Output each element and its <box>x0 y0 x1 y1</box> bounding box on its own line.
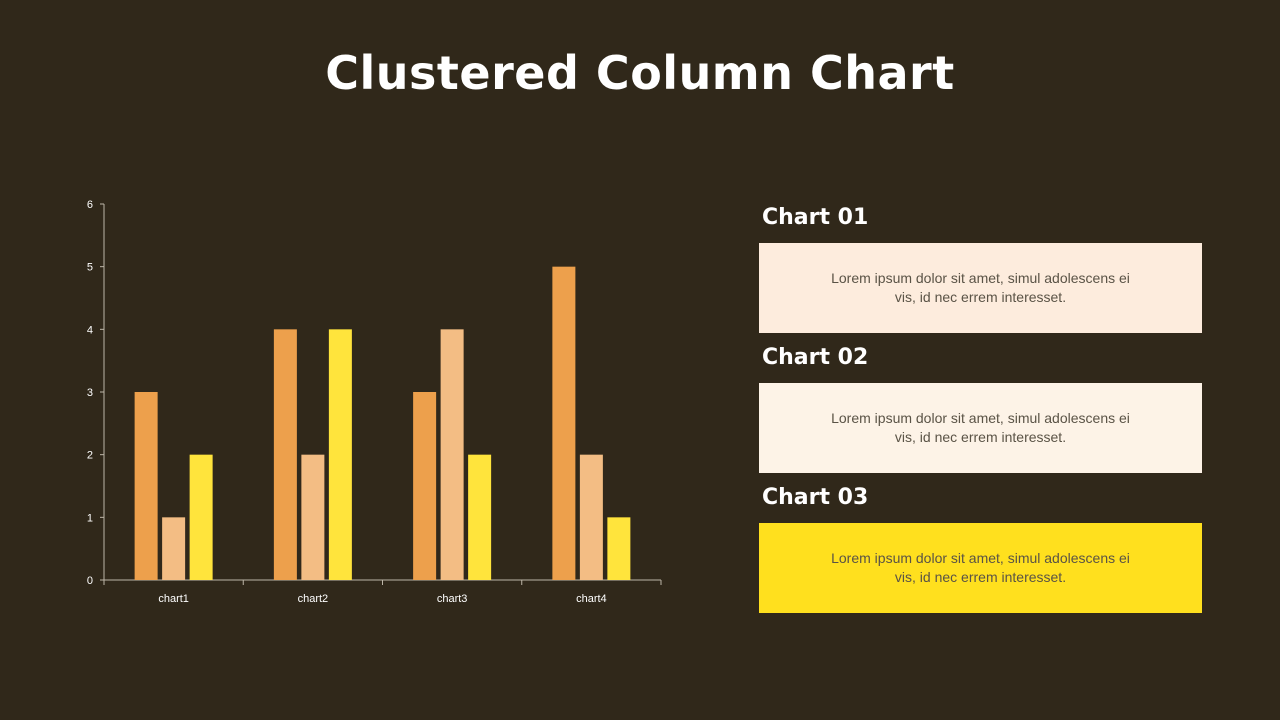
bar-chart4-series-1 <box>552 266 576 580</box>
y-tick-label: 0 <box>87 575 93 587</box>
card-title-2: Chart 02 <box>762 345 869 370</box>
x-tick-label: chart2 <box>298 593 329 605</box>
y-tick-label: 4 <box>87 324 93 336</box>
x-tick-label: chart3 <box>437 593 468 605</box>
card-text-1: Lorem ipsum dolor sit amet, simul adoles… <box>831 270 1130 305</box>
bar-chart4-series-2 <box>579 454 603 580</box>
y-tick-label: 1 <box>87 512 93 524</box>
page-title: Clustered Column Chart <box>325 46 955 100</box>
y-tick-label: 3 <box>87 387 93 399</box>
bar-chart1-series-1 <box>134 392 158 580</box>
y-tick-label: 2 <box>87 450 93 462</box>
bar-chart3-series-3 <box>468 454 492 580</box>
bar-chart2-series-3 <box>328 329 352 580</box>
y-tick-label: 5 <box>87 262 93 274</box>
card-box-3: Lorem ipsum dolor sit amet, simul adoles… <box>759 523 1202 613</box>
card-text-2: Lorem ipsum dolor sit amet, simul adoles… <box>831 410 1130 445</box>
card-title-1: Chart 01 <box>762 205 869 230</box>
bar-chart2-series-1 <box>273 329 297 580</box>
y-tick-label: 6 <box>87 199 93 211</box>
x-tick-label: chart4 <box>576 593 607 605</box>
bar-chart4-series-3 <box>607 517 631 580</box>
bar-chart3-series-2 <box>440 329 464 580</box>
card-text-3: Lorem ipsum dolor sit amet, simul adoles… <box>831 550 1130 585</box>
card-box-2: Lorem ipsum dolor sit amet, simul adoles… <box>759 383 1202 473</box>
card-title-3: Chart 03 <box>762 485 869 510</box>
clustered-column-chart: 0 1 2 3 4 5 6 chart1 chart2 chart3 chart4 <box>87 199 662 605</box>
bar-chart1-series-2 <box>162 517 186 580</box>
bar-chart3-series-1 <box>413 392 437 580</box>
card-box-1: Lorem ipsum dolor sit amet, simul adoles… <box>759 243 1202 333</box>
bar-chart2-series-2 <box>301 454 325 580</box>
bar-chart1-series-3 <box>189 454 213 580</box>
x-tick-label: chart1 <box>158 593 189 605</box>
